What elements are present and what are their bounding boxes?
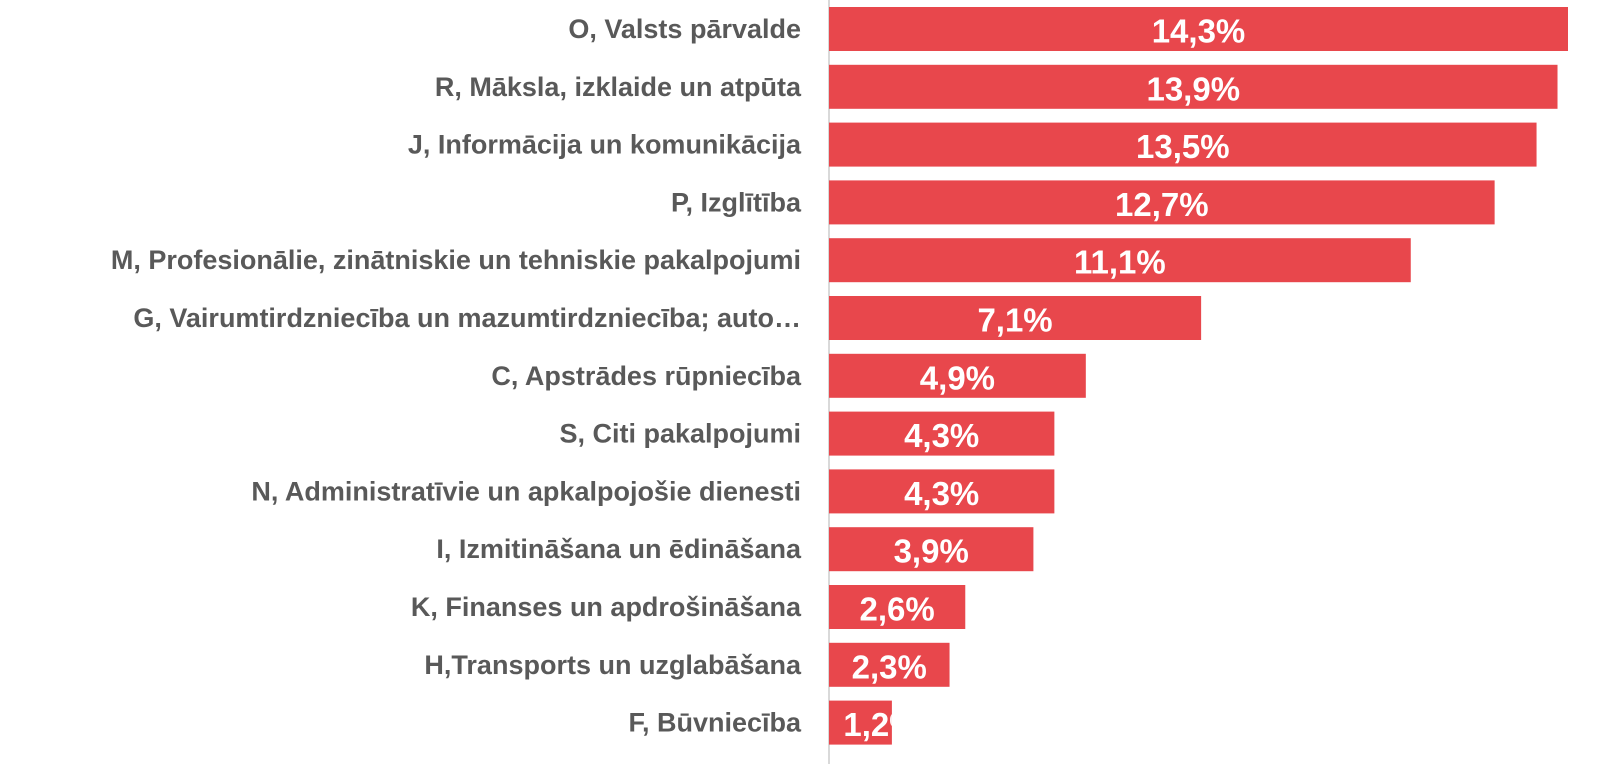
category-label: H,Transports un uzglabāšana [424, 650, 802, 680]
bar [829, 469, 1055, 514]
category-label: N, Administratīvie un apkalpojošie diene… [251, 476, 801, 506]
bar [829, 180, 1495, 225]
category-label: I, Izmitināšana un ēdināšana [436, 534, 802, 564]
bar [829, 7, 1568, 51]
data-label: 12,7% [1115, 186, 1209, 223]
data-label: 1,2% [843, 706, 918, 743]
bar [829, 64, 1558, 109]
category-label: G, Vairumtirdzniecība un mazumtirdzniecī… [133, 303, 801, 333]
data-label: 7,1% [977, 302, 1052, 339]
category-label: O, Valsts pārvalde [568, 14, 801, 44]
category-label: S, Citi pakalpojumi [559, 419, 801, 449]
data-label: 4,3% [904, 475, 979, 512]
data-label: 2,3% [852, 648, 927, 685]
category-label: J, Informācija un komunikācija [408, 130, 802, 160]
data-label: 3,9% [894, 533, 969, 570]
bar [829, 642, 950, 687]
bar [829, 700, 892, 745]
category-label: K, Finanses un apdrošināšana [411, 592, 802, 622]
data-label: 14,3% [1152, 13, 1246, 50]
category-label: F, Būvniecība [628, 708, 802, 738]
category-label: M, Profesionālie, zinātniskie un tehnisk… [111, 245, 801, 275]
bar [829, 353, 1086, 398]
bar [829, 527, 1034, 572]
bar [829, 122, 1537, 167]
data-label: 11,1% [1074, 244, 1166, 281]
data-label: 13,9% [1146, 70, 1240, 107]
data-label: 4,9% [920, 359, 995, 396]
bar [829, 238, 1411, 283]
data-label: 4,3% [904, 417, 979, 454]
category-label: P, Izglītība [671, 187, 802, 217]
bar [829, 585, 966, 629]
bar [829, 411, 1055, 456]
data-label: 13,5% [1136, 128, 1230, 165]
data-label: 2,6% [860, 591, 935, 628]
category-label: R, Māksla, izklaide un atpūta [435, 72, 802, 102]
category-label: C, Apstrādes rūpniecība [491, 361, 802, 391]
bar [829, 296, 1202, 340]
